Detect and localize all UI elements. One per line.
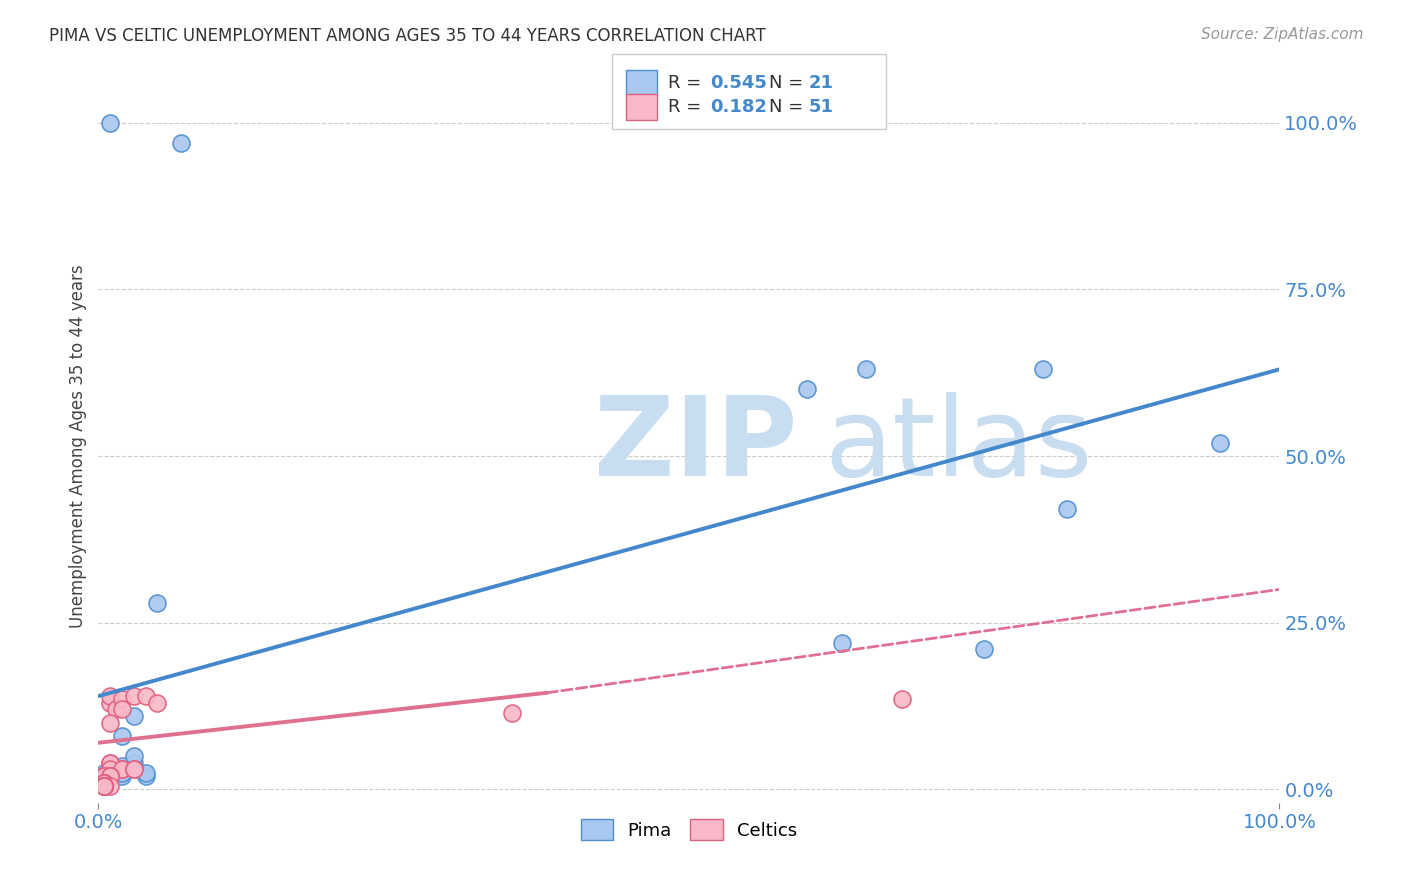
Point bbox=[111, 702, 134, 716]
Point bbox=[122, 749, 145, 764]
Point bbox=[98, 715, 121, 730]
Point bbox=[93, 776, 115, 790]
Point bbox=[93, 776, 115, 790]
Point bbox=[93, 769, 115, 783]
Point bbox=[98, 763, 121, 777]
Point bbox=[93, 779, 115, 793]
Point bbox=[93, 769, 115, 783]
Point bbox=[135, 769, 157, 783]
Point bbox=[93, 776, 115, 790]
Point bbox=[93, 765, 115, 780]
Point bbox=[98, 763, 121, 777]
Point bbox=[111, 729, 134, 743]
Text: ZIP: ZIP bbox=[595, 392, 797, 500]
Point bbox=[890, 692, 912, 706]
Point bbox=[146, 696, 169, 710]
Point bbox=[93, 776, 115, 790]
Point bbox=[93, 776, 115, 790]
Point bbox=[93, 779, 115, 793]
Point bbox=[111, 765, 134, 780]
Text: N =: N = bbox=[769, 98, 808, 116]
Text: atlas: atlas bbox=[825, 392, 1094, 500]
Text: 0.182: 0.182 bbox=[710, 98, 768, 116]
Point bbox=[501, 706, 523, 720]
Point bbox=[111, 759, 134, 773]
Text: R =: R = bbox=[668, 74, 707, 92]
Point bbox=[93, 779, 115, 793]
Point bbox=[98, 769, 121, 783]
Point bbox=[98, 115, 121, 129]
Point bbox=[98, 696, 121, 710]
Point bbox=[93, 779, 115, 793]
Point bbox=[973, 642, 995, 657]
Point bbox=[93, 779, 115, 793]
Point bbox=[1032, 362, 1054, 376]
Point bbox=[796, 382, 818, 396]
Text: N =: N = bbox=[769, 74, 808, 92]
Point bbox=[1209, 435, 1232, 450]
Point bbox=[93, 776, 115, 790]
Point bbox=[98, 763, 121, 777]
Point bbox=[93, 779, 115, 793]
Point bbox=[831, 636, 853, 650]
Point bbox=[146, 596, 169, 610]
Legend: Pima, Celtics: Pima, Celtics bbox=[574, 812, 804, 847]
Point bbox=[111, 763, 134, 777]
Point bbox=[93, 769, 115, 783]
Point bbox=[93, 776, 115, 790]
Point bbox=[122, 763, 145, 777]
Point bbox=[135, 689, 157, 703]
Point bbox=[93, 769, 115, 783]
Point bbox=[93, 779, 115, 793]
Point bbox=[98, 779, 121, 793]
Point bbox=[93, 779, 115, 793]
Point bbox=[122, 756, 145, 770]
Point bbox=[122, 763, 145, 777]
Point bbox=[111, 692, 134, 706]
Point bbox=[855, 362, 877, 376]
Point bbox=[93, 776, 115, 790]
Text: 51: 51 bbox=[808, 98, 834, 116]
Point bbox=[111, 763, 134, 777]
Point bbox=[98, 769, 121, 783]
Point bbox=[93, 779, 115, 793]
Text: R =: R = bbox=[668, 98, 707, 116]
Text: PIMA VS CELTIC UNEMPLOYMENT AMONG AGES 35 TO 44 YEARS CORRELATION CHART: PIMA VS CELTIC UNEMPLOYMENT AMONG AGES 3… bbox=[49, 27, 766, 45]
Point bbox=[111, 769, 134, 783]
Point bbox=[170, 136, 193, 150]
Point bbox=[93, 779, 115, 793]
Point bbox=[122, 709, 145, 723]
Point bbox=[1056, 502, 1078, 516]
Point bbox=[135, 765, 157, 780]
Point bbox=[98, 763, 121, 777]
Point bbox=[93, 769, 115, 783]
Point bbox=[93, 779, 115, 793]
Y-axis label: Unemployment Among Ages 35 to 44 years: Unemployment Among Ages 35 to 44 years bbox=[69, 264, 87, 628]
Point bbox=[98, 756, 121, 770]
Text: 0.545: 0.545 bbox=[710, 74, 766, 92]
Text: 21: 21 bbox=[808, 74, 834, 92]
Point bbox=[122, 689, 145, 703]
Point bbox=[93, 769, 115, 783]
Point bbox=[98, 689, 121, 703]
Text: Source: ZipAtlas.com: Source: ZipAtlas.com bbox=[1201, 27, 1364, 42]
Point bbox=[93, 779, 115, 793]
Point bbox=[98, 756, 121, 770]
Point bbox=[105, 702, 128, 716]
Point bbox=[98, 769, 121, 783]
Point bbox=[98, 769, 121, 783]
